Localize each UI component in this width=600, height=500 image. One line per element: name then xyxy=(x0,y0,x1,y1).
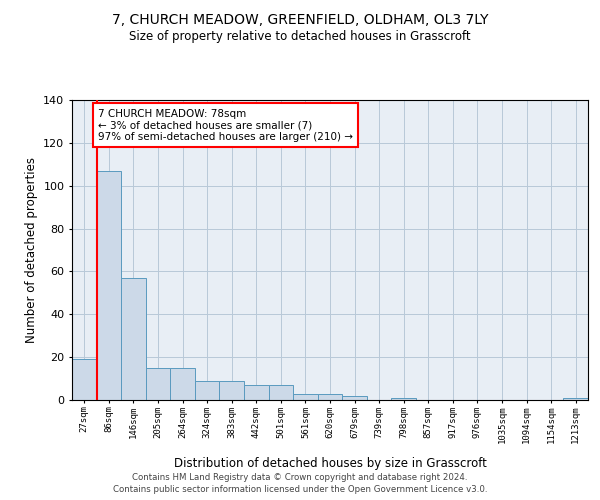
Bar xyxy=(391,398,416,400)
Bar xyxy=(293,394,318,400)
Bar xyxy=(170,368,195,400)
Y-axis label: Number of detached properties: Number of detached properties xyxy=(25,157,38,343)
Bar xyxy=(195,380,220,400)
Bar xyxy=(244,385,269,400)
Text: Distribution of detached houses by size in Grasscroft: Distribution of detached houses by size … xyxy=(173,458,487,470)
Bar xyxy=(220,380,244,400)
Bar xyxy=(342,396,367,400)
Bar xyxy=(121,278,146,400)
Bar xyxy=(146,368,170,400)
Bar xyxy=(318,394,342,400)
Bar xyxy=(97,170,121,400)
Text: 7, CHURCH MEADOW, GREENFIELD, OLDHAM, OL3 7LY: 7, CHURCH MEADOW, GREENFIELD, OLDHAM, OL… xyxy=(112,12,488,26)
Text: Contains HM Land Registry data © Crown copyright and database right 2024.
Contai: Contains HM Land Registry data © Crown c… xyxy=(113,472,487,494)
Bar xyxy=(563,398,588,400)
Bar xyxy=(269,385,293,400)
Bar xyxy=(72,360,97,400)
Text: 7 CHURCH MEADOW: 78sqm
← 3% of detached houses are smaller (7)
97% of semi-detac: 7 CHURCH MEADOW: 78sqm ← 3% of detached … xyxy=(98,108,353,142)
Text: Size of property relative to detached houses in Grasscroft: Size of property relative to detached ho… xyxy=(129,30,471,43)
